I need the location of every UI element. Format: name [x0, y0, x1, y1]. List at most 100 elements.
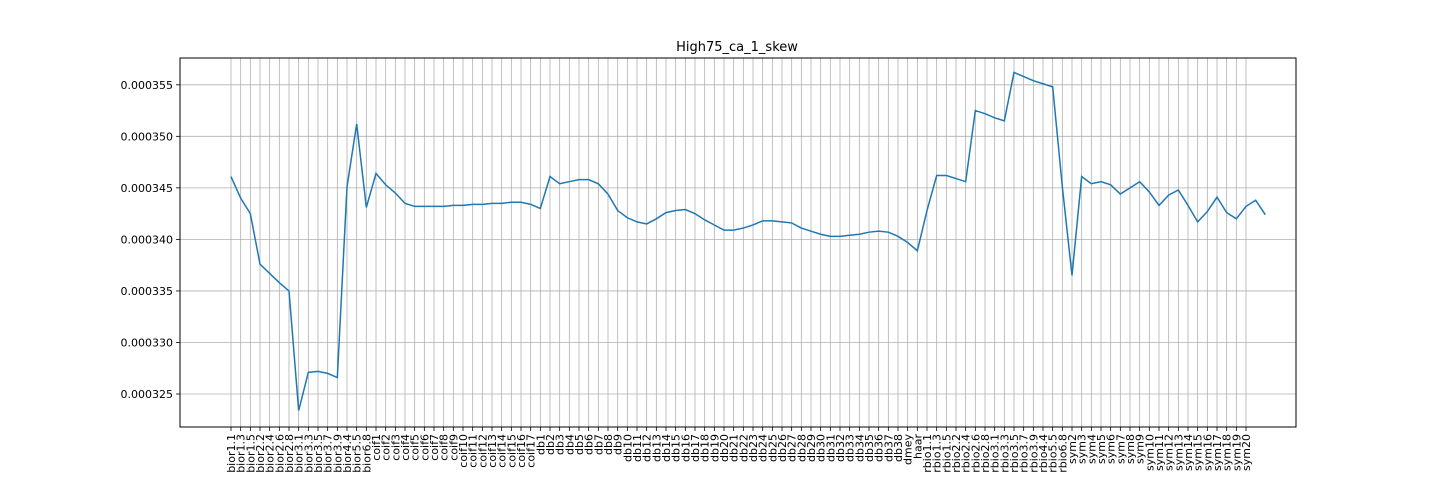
x-tick-label: db26 — [776, 434, 789, 462]
x-tick-label: bior2.4 — [264, 434, 277, 473]
x-tick-label: sym2 — [1066, 434, 1079, 464]
x-gridlines — [230, 58, 1247, 427]
x-tick-label: bior3.7 — [322, 434, 335, 473]
x-tick-label: db11 — [631, 434, 644, 462]
x-tick-label: db23 — [747, 434, 760, 462]
x-tick-label: haar — [911, 434, 924, 459]
x-tick-label: coif9 — [447, 434, 460, 461]
x-tick-label: db18 — [699, 434, 712, 462]
x-tick-label: db32 — [834, 434, 847, 462]
x-tick-label: db5 — [573, 434, 586, 455]
x-tick-label: coif11 — [467, 434, 480, 468]
x-tick-label: db17 — [689, 434, 702, 462]
x-tick-label: bior1.5 — [244, 434, 257, 473]
x-tick-label: db7 — [592, 434, 605, 455]
plot-frame — [179, 57, 1297, 428]
x-tick-label: rbio3.7 — [1018, 434, 1031, 473]
x-tick-label: sym13 — [1172, 434, 1185, 471]
y-axis: 0.000325 0.000330 0.000335 0.000340 0.000345… — [121, 79, 180, 401]
x-tick-label: db4 — [563, 434, 576, 455]
x-tick-label: sym6 — [1105, 434, 1118, 464]
x-axis: bior1.1bior1.3bior1.5bior2.2bior2.4bior2… — [225, 427, 1253, 473]
x-tick-label: rbio2.8 — [979, 434, 992, 473]
x-tick-label: bior3.9 — [331, 434, 344, 473]
x-tick-label: sym20 — [1240, 434, 1253, 471]
chart-title: High75_ca_1_skew — [676, 40, 798, 55]
x-tick-label: db30 — [815, 434, 828, 462]
x-tick-label: db35 — [863, 434, 876, 462]
x-tick-label: rbio6.8 — [1056, 434, 1069, 473]
x-tick-label: db3 — [554, 434, 567, 455]
x-tick-label: coif17 — [525, 434, 538, 468]
x-tick-label: coif15 — [505, 434, 518, 468]
x-tick-label: db9 — [612, 434, 625, 455]
x-tick-label: bior5.5 — [351, 434, 364, 473]
x-tick-label: bior6.8 — [360, 434, 373, 473]
y-tick-label: 0.000325 — [121, 388, 174, 401]
x-tick-label: db6 — [583, 434, 596, 455]
x-tick-label: coif1 — [370, 434, 383, 461]
x-tick-label: db25 — [766, 434, 779, 462]
x-tick-label: db24 — [757, 434, 770, 462]
x-tick-label: db31 — [824, 434, 837, 462]
x-tick-label: db20 — [718, 434, 731, 462]
x-tick-label: bior2.8 — [283, 434, 296, 473]
x-tick-label: rbio4.4 — [1037, 434, 1050, 473]
x-tick-label: sym14 — [1182, 434, 1195, 471]
x-tick-label: coif4 — [399, 434, 412, 461]
x-tick-label: bior3.3 — [302, 434, 315, 473]
x-tick-label: rbio1.3 — [931, 434, 944, 473]
x-tick-label: db8 — [602, 434, 615, 455]
x-tick-label: rbio5.5 — [1047, 434, 1060, 473]
y-tick-label: 0.000345 — [121, 182, 174, 195]
x-tick-label: coif3 — [389, 434, 402, 461]
x-tick-label: rbio2.2 — [950, 434, 963, 473]
x-tick-label: rbio2.4 — [960, 434, 973, 473]
x-tick-label: sym12 — [1163, 434, 1176, 471]
x-tick-label: sym19 — [1230, 434, 1243, 471]
x-tick-label: db29 — [805, 434, 818, 462]
x-tick-label: sym4 — [1085, 434, 1098, 464]
x-tick-label: sym8 — [1124, 434, 1137, 464]
x-tick-label: sym5 — [1095, 434, 1108, 464]
x-tick-label: db37 — [882, 434, 895, 462]
x-tick-label: bior2.2 — [254, 434, 267, 473]
x-tick-label: coif8 — [438, 434, 451, 461]
x-tick-label: bior3.5 — [312, 434, 325, 473]
x-tick-label: coif16 — [515, 434, 528, 468]
x-tick-label: sym16 — [1201, 434, 1214, 471]
x-tick-label: sym10 — [1143, 434, 1156, 471]
x-tick-label: coif5 — [409, 434, 422, 461]
x-tick-label: coif10 — [457, 434, 470, 468]
y-gridlines — [180, 84, 1296, 395]
x-tick-label: sym9 — [1134, 434, 1147, 464]
x-tick-label: db34 — [853, 434, 866, 462]
x-tick-label: coif12 — [476, 434, 489, 468]
x-tick-label: rbio1.5 — [940, 434, 953, 473]
x-tick-label: db27 — [786, 434, 799, 462]
x-tick-label: coif13 — [486, 434, 499, 468]
x-tick-label: db36 — [873, 434, 886, 462]
x-tick-label: sym11 — [1153, 434, 1166, 471]
y-tick-label: 0.000340 — [121, 233, 174, 246]
x-tick-label: rbio3.1 — [989, 434, 1002, 473]
x-tick-label: bior3.1 — [293, 434, 306, 473]
x-tick-label: rbio2.6 — [969, 434, 982, 473]
x-tick-label: rbio3.5 — [1008, 434, 1021, 473]
x-tick-label: db22 — [737, 434, 750, 462]
y-tick-label: 0.000350 — [121, 130, 174, 143]
x-tick-label: sym15 — [1192, 434, 1205, 471]
x-tick-label: db1 — [534, 434, 547, 455]
x-tick-label: db15 — [670, 434, 683, 462]
x-tick-label: sym17 — [1211, 434, 1224, 471]
x-tick-label: bior1.3 — [235, 434, 248, 473]
x-tick-label: db16 — [679, 434, 692, 462]
x-tick-label: db13 — [650, 434, 663, 462]
x-tick-label: rbio3.9 — [1027, 434, 1040, 473]
y-tick-label: 0.000335 — [121, 285, 174, 298]
x-tick-label: coif2 — [380, 434, 393, 461]
x-tick-label: db10 — [621, 434, 634, 462]
y-tick-label: 0.000330 — [121, 336, 174, 349]
x-tick-label: rbio1.1 — [921, 434, 934, 473]
